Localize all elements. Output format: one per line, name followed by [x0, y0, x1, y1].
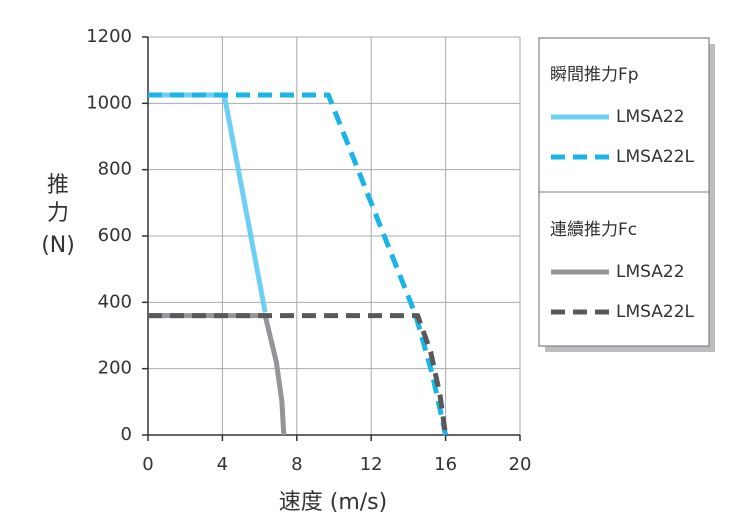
x-tick-label: 12	[360, 454, 383, 475]
x-tick-label: 8	[291, 454, 302, 475]
y-tick-label: 0	[121, 424, 132, 445]
x-tick-label: 16	[434, 454, 457, 475]
series-line	[148, 92, 268, 313]
legend-label: LMSA22	[616, 262, 685, 282]
x-tick-label: 20	[509, 454, 532, 475]
series-line	[148, 313, 449, 436]
y-tick-label: 1200	[86, 26, 132, 47]
series-line	[148, 313, 287, 436]
y-tick-label: 1000	[86, 92, 132, 113]
y-tick-label: 800	[98, 159, 132, 180]
legend-label: LMSA22	[616, 107, 685, 127]
y-tick-label: 400	[98, 291, 132, 312]
x-axis-label: 速度 (m/s)	[279, 490, 387, 515]
legend-group-title: 瞬間推力Fp	[550, 65, 639, 85]
legend-label: LMSA22L	[616, 147, 695, 167]
y-axis-label: 推	[47, 173, 69, 198]
series-line	[148, 92, 449, 436]
y-tick-label: 600	[98, 225, 132, 246]
x-tick-label: 0	[142, 454, 153, 475]
y-tick-label: 200	[98, 358, 132, 379]
x-tick-label: 4	[217, 454, 228, 475]
legend-group-title: 連續推力Fc	[550, 220, 637, 240]
y-axis-label: 力	[47, 201, 69, 226]
legend-label: LMSA22L	[616, 302, 695, 322]
y-axis-label: (N)	[41, 233, 75, 258]
